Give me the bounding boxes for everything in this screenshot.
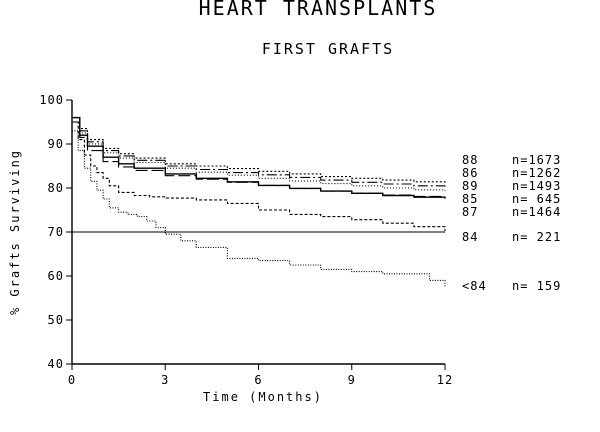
x-tick-label: 12 [437, 373, 453, 387]
y-tick-label: 50 [48, 313, 64, 327]
legend-n-label: n=1464 [512, 205, 561, 219]
y-axis-label: % Grafts Surviving [8, 149, 22, 315]
legend-n-label: n=1673 [512, 153, 561, 167]
y-tick-label: 70 [48, 225, 64, 239]
legend-year-label: <84 [462, 279, 487, 293]
legend-year-label: 85 [462, 192, 478, 206]
legend-n-label: n= 645 [512, 192, 561, 206]
y-tick-label: 90 [48, 137, 64, 151]
legend-year-label: 87 [462, 205, 478, 219]
y-tick-label: 60 [48, 269, 64, 283]
series-line-84 [72, 121, 446, 232]
x-tick-label: 3 [161, 373, 169, 387]
legend-year-label: 84 [462, 230, 478, 244]
x-tick-label: 0 [68, 373, 76, 387]
chart-subtitle: FIRST GRAFTS [262, 40, 394, 58]
legend-n-label: n=1493 [512, 179, 561, 193]
series-line-lt84 [72, 130, 446, 287]
legend-n-label: n= 159 [512, 279, 561, 293]
legend-year-label: 88 [462, 153, 478, 167]
x-tick-label: 9 [348, 373, 356, 387]
chart-title: HEART TRANSPLANTS [199, 0, 438, 20]
x-axis-label: Time (Months) [203, 390, 323, 404]
y-tick-label: 100 [39, 93, 64, 107]
plot-area: 40 50 60 70 80 90 100 0 3 6 9 12 88 n=1673 86 n=1262 89 n… [39, 93, 561, 387]
y-tick-label: 40 [48, 357, 64, 371]
series-line-88 [72, 117, 446, 183]
legend-year-label: 86 [462, 166, 478, 180]
y-tick-label: 80 [48, 181, 64, 195]
legend-n-label: n= 221 [512, 230, 561, 244]
x-tick-label: 6 [254, 373, 262, 387]
series-line-86 [72, 117, 446, 187]
series-line-87 [72, 116, 446, 199]
legend-year-label: 89 [462, 179, 478, 193]
legend-n-label: n=1262 [512, 166, 561, 180]
